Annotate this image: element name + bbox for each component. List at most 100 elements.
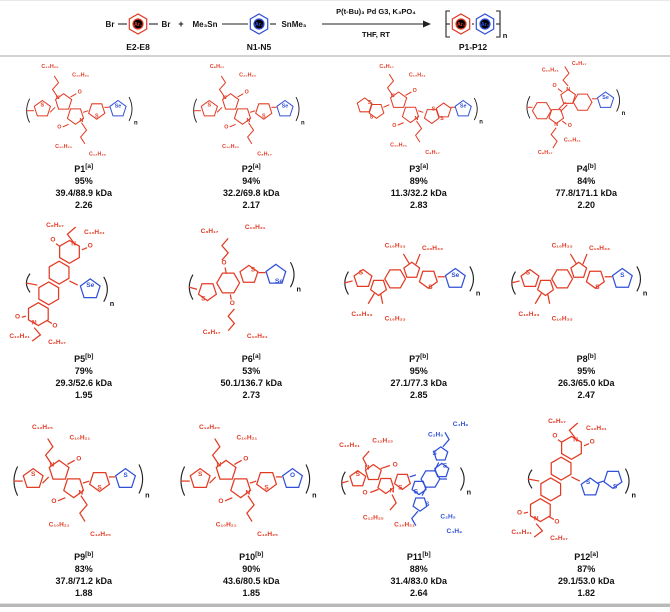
repeat-bracket-right (616, 89, 621, 112)
comonomer-heteroatom: S (613, 483, 618, 490)
atom-label: O (245, 90, 249, 96)
atom-label: S (398, 484, 403, 491)
atom-label: O (555, 519, 560, 526)
atom-label: O (52, 323, 57, 330)
reaction-scheme-drawing: Br Ar₁ Br + Me₃Sn Ar₂ SnMe₃ P(t-Bu)₃ Pd G3, K₃P… (106, 7, 508, 52)
polymer-dispersity: 1.95 (74, 390, 93, 400)
repeat-bracket-right (128, 96, 133, 122)
polymer-cell-p7: S C₁₆H₃₃ C₁₆H₃₃ C₁₆H₃₃ C₁₆H₃₃ S Se n P7[b] 95% … (335, 215, 503, 405)
chain-label: C₁₀H₂₁ (247, 333, 268, 340)
reaction-conditions-line1: P(t-Bu)₃ Pd G3, K₃PO₄ (336, 7, 416, 16)
footnote-marker: [a] (252, 163, 261, 170)
atom-label: S (208, 102, 212, 108)
polymer-caption: P10[b] 90% 43.6/80.5 kDa 1.85 (223, 548, 280, 603)
chain-label: C₂H₅ (440, 513, 455, 520)
atom-label: O (568, 123, 572, 129)
reaction-arrow (423, 20, 431, 28)
atom-label: O (77, 90, 81, 96)
chain-label: C₈H₁₇ (258, 152, 273, 158)
aryl-core-label: Ar₂ (255, 22, 264, 28)
comonomer-heteroatom: S (586, 479, 591, 486)
polymer-cell-p2: S N N O O S Se n C₈H₁₇ C₁₀H₂₁ C₁₀H₂₁ C₈H₁₇ P2[a] 94… (168, 57, 336, 215)
chain-label: C₁₀H₂₁ (237, 435, 258, 442)
polymer-yield: 95% (74, 176, 93, 186)
polymer-id: P1 (74, 164, 86, 174)
chain-label: C₈H₁₇ (203, 329, 221, 336)
atom-label: N (71, 241, 76, 248)
atom-label: O (222, 259, 227, 266)
chain-label: C₁₆H₃₃ (384, 315, 405, 322)
atom-label: O (590, 439, 595, 446)
chain-label: C₁₀H₂₁ (9, 333, 30, 340)
repeat-subscript: n (312, 491, 316, 500)
footnote-marker: [b] (255, 551, 264, 558)
comonomer-heteroatom: Se (114, 103, 121, 109)
chain-label: C₁₀H₂₁ (69, 435, 90, 442)
atom-label: S (369, 114, 373, 120)
polymer-cell-p11: S N N O O S S S S C₄H₉ C₂H₅ S C₂H₅ C₄H₉ n C₁₀H₂₁ C₁₂H₂₅ C… (335, 405, 503, 603)
atom-label: O (57, 125, 61, 131)
reaction-conditions-line2: THF, RT (362, 30, 390, 39)
atom-label: O (553, 433, 558, 440)
repeat-bracket-right (102, 276, 108, 302)
footnote-marker: [b] (85, 551, 94, 558)
chain-label: C₁₀H₂₁ (245, 224, 266, 231)
repeat-subscript: n (643, 288, 647, 297)
polymer-caption: P3[a] 89% 11.3/32.2 kDa 2.83 (391, 160, 447, 215)
monomer2-series-label: N1-N5 (247, 42, 272, 52)
comonomer-heteroatom: Se (86, 282, 94, 289)
chain-label: C₄H₉ (446, 528, 462, 535)
polymer-caption: P1[a] 95% 39.4/88.9 kDa 2.26 (55, 160, 112, 215)
polymer-id: P8 (576, 354, 588, 364)
repeat-bracket-right (138, 464, 143, 494)
chain-label: C₈H₁₇ (210, 64, 225, 70)
comonomer-heteroatom: Se (275, 278, 283, 285)
polymer-molweight: 26.3/65.0 kDa (557, 378, 615, 388)
aryl-core-label: Ar₂ (481, 22, 490, 28)
chain-label: C₁₀H₂₁ (512, 529, 533, 536)
polymer-id: P2 (241, 164, 253, 174)
polymer-yield: 53% (242, 366, 261, 376)
chain-label: C₁₀H₂₁ (49, 522, 70, 529)
polymer-label: P6[a] (220, 351, 282, 365)
atom-label: N (49, 462, 54, 469)
chain-label: C₈H₁₇ (425, 150, 440, 156)
bottom-border-line (0, 603, 670, 607)
polymer-dispersity: 2.17 (242, 200, 260, 210)
monomer1-br-right: Br (162, 20, 171, 29)
atom-label: O (15, 313, 20, 320)
polymer-dispersity: 1.85 (242, 588, 260, 598)
footnote-marker: [a] (420, 163, 429, 170)
chain-label: C₁₂H₂₅ (257, 531, 278, 538)
repeat-subscript: n (503, 31, 508, 40)
polymer-dispersity: 2.85 (409, 390, 428, 400)
atom-label: O (392, 123, 396, 129)
atom-label: S (440, 116, 444, 122)
polymer-dispersity: 2.83 (409, 200, 428, 210)
repeat-subscript: n (479, 119, 483, 125)
repeat-subscript: n (466, 488, 470, 497)
chain-label: C₁₆H₃₃ (552, 315, 573, 322)
atom-label: S (595, 284, 600, 291)
chain-label: C₁₆H₃₃ (384, 243, 405, 250)
atom-label: S (358, 270, 363, 277)
chain-label: C₁₂H₂₅ (41, 64, 59, 70)
repeat-subscript: n (301, 120, 305, 126)
atom-label: N (574, 437, 579, 444)
atom-label: N (32, 320, 37, 327)
polymer-label: P4[b] (555, 161, 617, 175)
chain-label: C₁₂H₂₅ (89, 152, 107, 158)
chain-label: C₈H₁₇ (538, 150, 553, 156)
structure-p2: S N N O O S Se n C₈H₁₇ C₁₀H₂₁ C₁₀H₂₁ C₈H₁₇ (193, 64, 305, 158)
polymer-caption: P11[b] 88% 31.4/83.0 kDa 2.64 (390, 548, 447, 603)
chain-label: C₁₀H₂₁ (339, 442, 360, 449)
polymer-label: P8[b] (558, 351, 615, 365)
atom-label: S (443, 463, 448, 470)
polymer-id: P11 (406, 552, 423, 562)
polymer-caption: P12[a] 87% 29.1/53.0 kDa 1.82 (558, 548, 615, 603)
polymer-label: P5[b] (55, 351, 112, 365)
structure-p12: N O O N O O S Sn C₈H₁₇ C₁₀H₂₁ C₁₀H₂₁ C₈H₁₇ (512, 418, 637, 542)
atom-label: N (555, 122, 559, 128)
polymer-caption: P6[a] 53% 50.1/136.7 kDa 2.73 (220, 350, 282, 405)
atom-label: N (217, 462, 222, 469)
